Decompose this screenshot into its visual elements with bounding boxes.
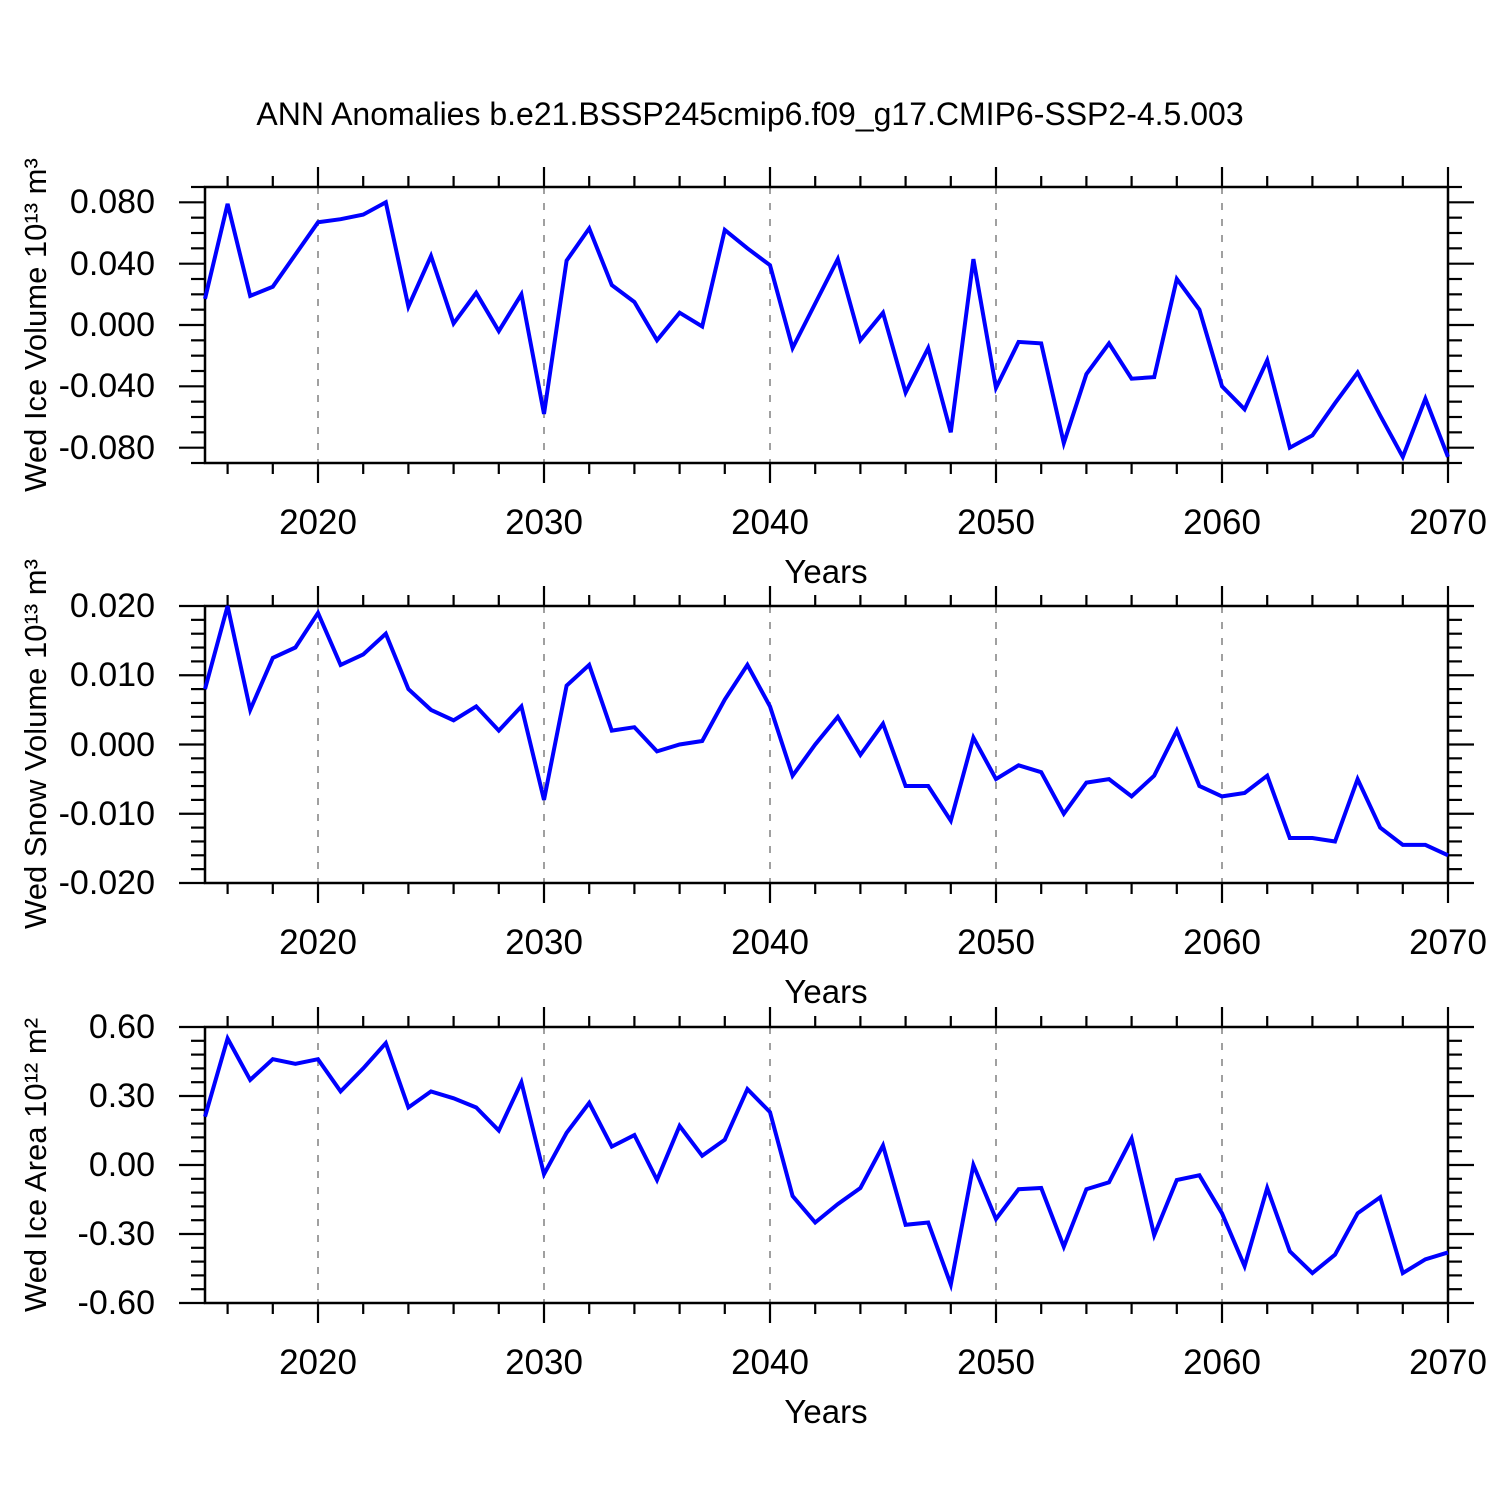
y-tick-label: 0.60: [88, 1008, 155, 1046]
x-tick-label: 2030: [505, 503, 583, 542]
axis-ticks: [179, 586, 1474, 903]
x-tick-label: 2060: [1183, 503, 1261, 542]
x-axis-label-years-panel1: Years: [784, 553, 868, 590]
y-tick-label: 0.010: [69, 656, 155, 695]
plot-box: [203, 1025, 1450, 1305]
axis-ticks: [179, 167, 1474, 483]
y-tick-label: 0.00: [88, 1146, 155, 1184]
y-tick-label: 0.040: [69, 244, 155, 283]
panel-3: [179, 1007, 1474, 1323]
x-tick-label: 2030: [505, 1343, 583, 1382]
y-tick-label: 0.000: [69, 725, 155, 764]
panel-1: [179, 167, 1474, 483]
x-tick-label: 2070: [1409, 923, 1487, 962]
y-tick-label: -0.020: [58, 864, 155, 902]
x-tick-label: 2040: [731, 503, 809, 542]
y-tick-label: -0.040: [58, 367, 155, 406]
y-tick-label: 0.080: [69, 183, 155, 222]
data-line-panel-1: [203, 199, 1450, 462]
x-tick-label: 2050: [957, 923, 1035, 962]
x-axis-label-years-panel2: Years: [784, 973, 868, 1010]
axis-ticks: [179, 1007, 1474, 1323]
y-tick-label: -0.30: [77, 1215, 156, 1253]
x-tick-label: 2040: [731, 923, 809, 962]
y-tick-label: 0.020: [69, 587, 155, 625]
chart-title: ANN Anomalies b.e21.BSSP245cmip6.f09_g17…: [256, 96, 1244, 132]
x-tick-label: 2020: [279, 1343, 357, 1382]
panel-2: [179, 586, 1474, 903]
y-tick-label: 0.000: [69, 306, 155, 344]
x-tick-label: 2030: [505, 923, 583, 962]
data-line-panel-3: [203, 1033, 1449, 1293]
x-tick-label: 2020: [279, 503, 357, 542]
x-tick-label: 2050: [957, 503, 1035, 542]
y-tick-label: -0.080: [58, 428, 155, 467]
x-tick-label: 2020: [279, 923, 357, 962]
x-tick-label: 2070: [1409, 1343, 1487, 1382]
x-tick-label: 2050: [957, 1343, 1035, 1382]
x-tick-label: 2070: [1409, 503, 1487, 542]
data-line-panel-2: [203, 605, 1449, 858]
x-tick-label: 2060: [1183, 1343, 1261, 1382]
y-tick-label: 0.30: [88, 1077, 155, 1115]
x-axis-label-years-panel3: Years: [784, 1393, 868, 1430]
y-tick-label: -0.010: [58, 794, 155, 833]
x-tick-label: 2060: [1183, 923, 1261, 962]
y-tick-label: -0.60: [77, 1284, 156, 1322]
x-tick-label: 2040: [731, 1343, 809, 1382]
